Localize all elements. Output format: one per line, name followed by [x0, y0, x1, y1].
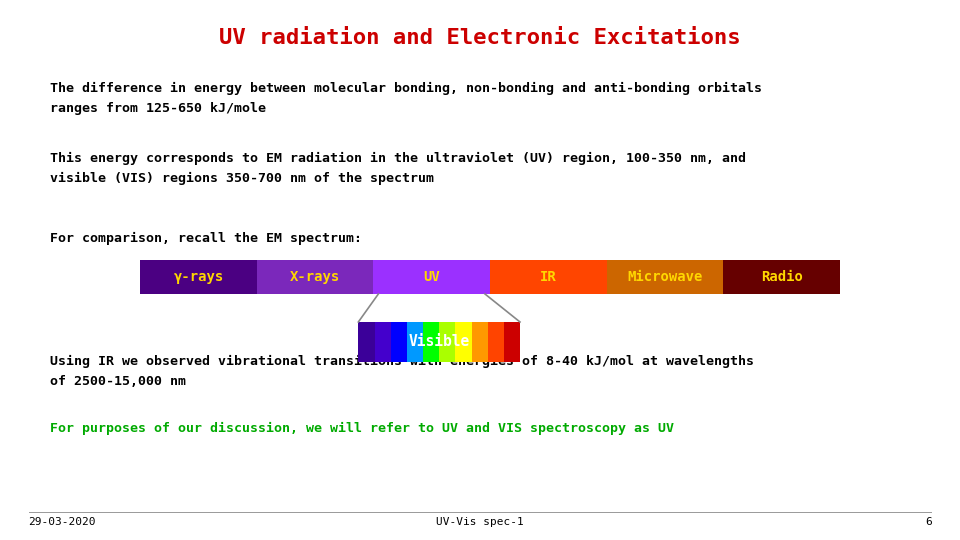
Bar	[723, 260, 840, 294]
Bar	[374, 322, 391, 362]
Text: IR: IR	[540, 270, 557, 284]
Bar	[471, 322, 488, 362]
Bar	[607, 260, 723, 294]
Text: Microwave: Microwave	[627, 270, 703, 284]
Bar	[256, 260, 373, 294]
Bar	[504, 322, 520, 362]
Bar	[490, 260, 607, 294]
Text: UV radiation and Electronic Excitations: UV radiation and Electronic Excitations	[219, 28, 741, 48]
Bar	[407, 322, 423, 362]
Text: For comparison, recall the EM spectrum:: For comparison, recall the EM spectrum:	[50, 232, 362, 245]
Bar	[423, 322, 439, 362]
Bar	[439, 322, 455, 362]
Text: For purposes of our discussion, we will refer to UV and VIS spectroscopy as UV: For purposes of our discussion, we will …	[50, 422, 674, 435]
Text: This energy corresponds to EM radiation in the ultraviolet (UV) region, 100-350 : This energy corresponds to EM radiation …	[50, 152, 746, 185]
Bar	[358, 322, 374, 362]
Text: UV: UV	[423, 270, 440, 284]
Text: Visible: Visible	[409, 334, 469, 349]
Text: γ-rays: γ-rays	[173, 270, 224, 284]
Bar	[140, 260, 256, 294]
Text: Using IR we observed vibrational transitions with energies of 8-40 kJ/mol at wav: Using IR we observed vibrational transit…	[50, 355, 754, 388]
Text: Radio: Radio	[760, 270, 803, 284]
Text: 6: 6	[925, 517, 932, 527]
Bar	[455, 322, 471, 362]
Bar	[391, 322, 407, 362]
Bar	[373, 260, 490, 294]
Text: 29-03-2020: 29-03-2020	[28, 517, 95, 527]
Bar	[488, 322, 504, 362]
Text: X-rays: X-rays	[290, 270, 340, 284]
Text: The difference in energy between molecular bonding, non-bonding and anti-bonding: The difference in energy between molecul…	[50, 82, 762, 115]
Text: UV-Vis spec-1: UV-Vis spec-1	[436, 517, 524, 527]
